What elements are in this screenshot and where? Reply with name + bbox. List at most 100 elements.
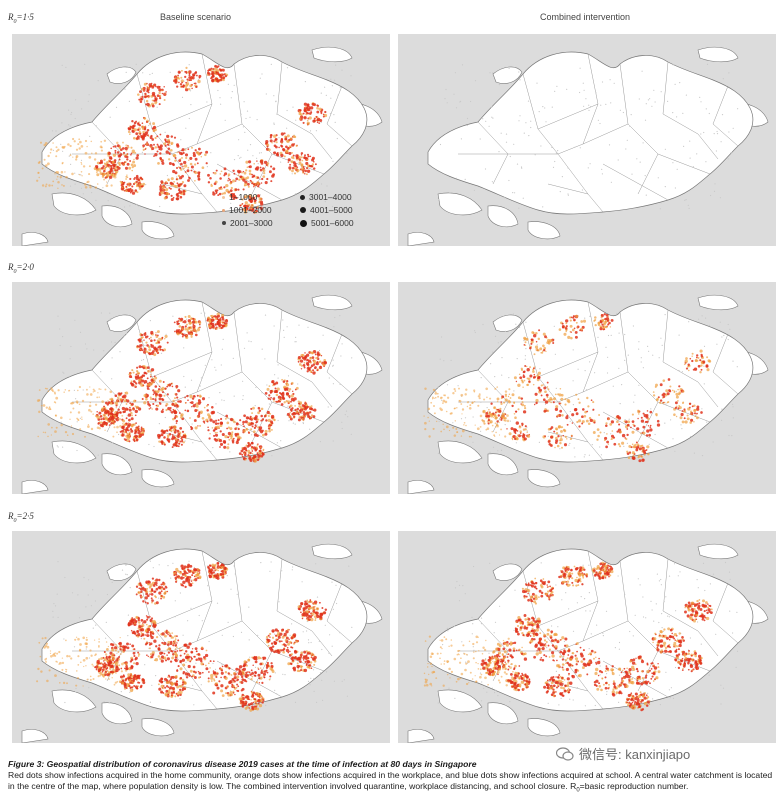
home-dot — [316, 110, 320, 114]
home-dot — [662, 395, 666, 398]
workplace-dot — [132, 151, 134, 154]
workplace-dot — [180, 76, 183, 79]
home-dot — [175, 403, 179, 407]
home-dot — [194, 333, 198, 337]
workplace-dot — [75, 148, 79, 151]
home-dot — [157, 388, 161, 391]
workplace-dot — [689, 421, 692, 424]
workplace-dot — [56, 171, 60, 174]
home-dot — [182, 151, 185, 155]
home-dot — [147, 580, 150, 583]
home-dot — [161, 398, 165, 402]
background-dot — [233, 565, 235, 567]
home-dot — [107, 414, 110, 417]
home-dot — [211, 325, 215, 329]
home-dot — [158, 578, 161, 582]
workplace-dot — [120, 181, 123, 184]
workplace-dot — [145, 590, 149, 594]
workplace-dot — [188, 321, 192, 325]
home-dot — [160, 590, 163, 593]
background-dot — [215, 369, 217, 371]
workplace-dot — [143, 117, 146, 120]
district-boundary — [326, 333, 353, 395]
workplace-dot — [85, 645, 88, 648]
workplace-dot — [142, 130, 145, 134]
background-dot — [713, 133, 715, 135]
home-dot — [180, 443, 183, 446]
home-dot — [295, 154, 299, 158]
home-dot — [175, 385, 179, 388]
workplace-dot — [107, 645, 110, 648]
home-dot — [303, 366, 306, 369]
background-dot — [57, 561, 59, 563]
background-dot — [660, 202, 663, 204]
workplace-dot — [77, 143, 80, 146]
background-dot — [97, 454, 99, 456]
workplace-dot — [139, 96, 142, 98]
workplace-dot — [500, 428, 503, 431]
background-dot — [81, 108, 83, 110]
background-dot — [148, 443, 150, 446]
background-dot — [703, 345, 706, 347]
home-dot — [304, 352, 306, 354]
home-dot — [274, 138, 278, 141]
background-dot — [508, 179, 510, 182]
workplace-dot — [180, 414, 183, 417]
background-dot — [292, 566, 294, 568]
background-dot — [211, 359, 213, 361]
home-dot — [251, 425, 254, 428]
home-dot — [141, 625, 143, 628]
background-dot — [491, 116, 493, 118]
background-dot — [559, 448, 561, 450]
workplace-dot — [99, 172, 103, 175]
background-dot — [264, 358, 266, 360]
workplace-dot — [187, 315, 191, 318]
workplace-dot — [194, 426, 198, 430]
home-dot — [296, 407, 300, 411]
home-dot — [543, 409, 546, 413]
workplace-dot — [498, 434, 501, 436]
workplace-dot — [569, 324, 573, 328]
background-dot — [701, 315, 703, 317]
workplace-dot — [130, 411, 133, 415]
background-dot — [664, 314, 666, 316]
workplace-dot — [114, 401, 118, 405]
background-dot — [572, 349, 574, 351]
workplace-dot — [128, 431, 131, 435]
home-dot — [190, 165, 194, 169]
home-dot — [133, 618, 136, 621]
workplace-dot — [576, 326, 579, 329]
workplace-dot — [491, 424, 494, 427]
home-dot — [197, 401, 201, 405]
home-dot — [177, 445, 180, 448]
home-dot — [158, 401, 161, 404]
workplace-dot — [143, 82, 147, 86]
home-dot — [182, 333, 185, 336]
background-dot — [524, 355, 526, 357]
workplace-dot — [532, 383, 535, 386]
background-dot — [204, 312, 206, 314]
home-dot — [159, 152, 162, 155]
background-dot — [653, 89, 655, 91]
workplace-dot — [230, 435, 233, 438]
home-dot — [151, 146, 155, 151]
workplace-dot — [50, 387, 52, 389]
workplace-dot — [289, 137, 293, 140]
workplace-dot — [513, 376, 517, 380]
background-dot — [688, 321, 690, 323]
home-dot — [174, 580, 178, 583]
background-dot — [497, 342, 499, 344]
workplace-dot — [602, 326, 606, 329]
home-dot — [178, 81, 180, 84]
home-dot — [241, 453, 244, 456]
home-dot — [519, 376, 523, 380]
workplace-dot — [95, 168, 100, 172]
background-dot — [86, 348, 88, 350]
home-dot — [269, 389, 273, 394]
workplace-dot — [525, 365, 528, 368]
workplace-dot — [75, 670, 78, 672]
workplace-dot — [305, 173, 308, 176]
home-dot — [316, 369, 319, 372]
workplace-dot — [131, 369, 133, 371]
home-dot — [290, 400, 292, 403]
